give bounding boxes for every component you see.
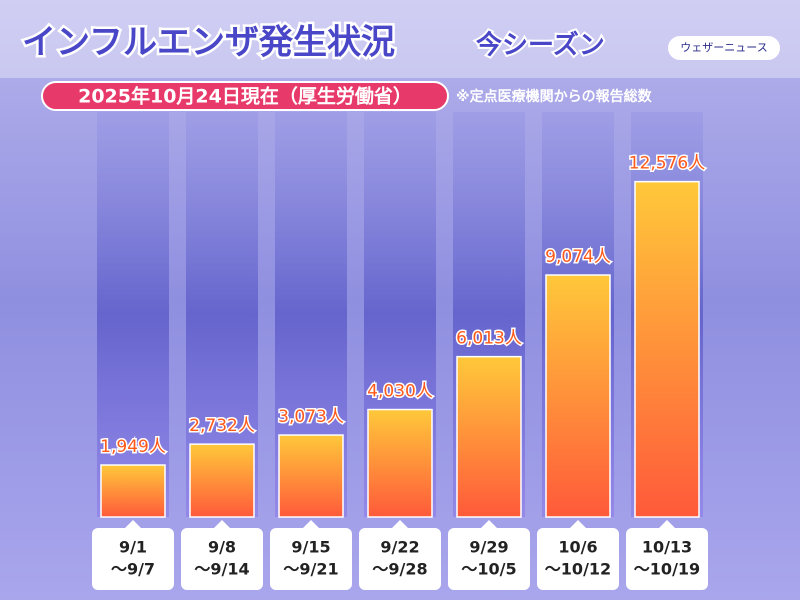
x-tick-label: ～10/12 <box>545 560 611 579</box>
brand-badge <box>668 36 780 60</box>
note: ※定点医療機関からの報告総数 <box>456 88 653 105</box>
x-tick-label: 9/8 <box>208 538 236 557</box>
value-label: 4,030人 <box>367 382 433 402</box>
brand: ウェザーニュース <box>680 41 767 54</box>
x-tick-label: 10/13 <box>642 538 692 557</box>
x-tick-label: ～10/19 <box>634 560 700 579</box>
category-box <box>270 520 352 590</box>
column-backdrop <box>97 112 169 517</box>
bar <box>100 464 166 518</box>
bar <box>456 355 522 518</box>
bar <box>367 408 433 518</box>
bar <box>545 274 611 518</box>
category-box <box>359 520 441 590</box>
header-band <box>0 0 800 78</box>
value-label: 2,732人 <box>189 416 255 436</box>
value-label: 1,949人 <box>100 437 166 457</box>
x-tick-label: 9/15 <box>291 538 330 557</box>
category-box <box>448 520 530 590</box>
bar <box>278 434 344 518</box>
x-tick-label: ～9/21 <box>283 560 338 579</box>
x-tick-label: 9/1 <box>119 538 147 557</box>
x-tick-label: ～10/5 <box>461 560 516 579</box>
category-box <box>92 520 174 590</box>
chart-title: インフルエンザ発生状況 <box>22 23 395 63</box>
category-box <box>626 520 708 590</box>
category-box <box>181 520 263 590</box>
bar <box>634 180 700 518</box>
bar <box>189 443 255 518</box>
value-label: 6,013人 <box>456 329 522 349</box>
value-label: 9,074人 <box>545 247 611 267</box>
value-label: 12,576人 <box>629 154 705 174</box>
x-tick-label: ～9/14 <box>194 560 249 579</box>
title-suffix: 今シーズン <box>476 30 605 61</box>
x-tick-label: ～9/7 <box>111 560 155 579</box>
category-box <box>537 520 619 590</box>
x-tick-label: ～9/28 <box>372 560 427 579</box>
x-tick-label: 9/22 <box>380 538 419 557</box>
x-tick-label: 10/6 <box>558 538 597 557</box>
value-label: 3,073人 <box>278 407 344 427</box>
x-tick-label: 9/29 <box>469 538 508 557</box>
subtitle-badge <box>41 81 449 111</box>
subtitle: 2025年10月24日現在（厚生労働省） <box>78 85 412 108</box>
